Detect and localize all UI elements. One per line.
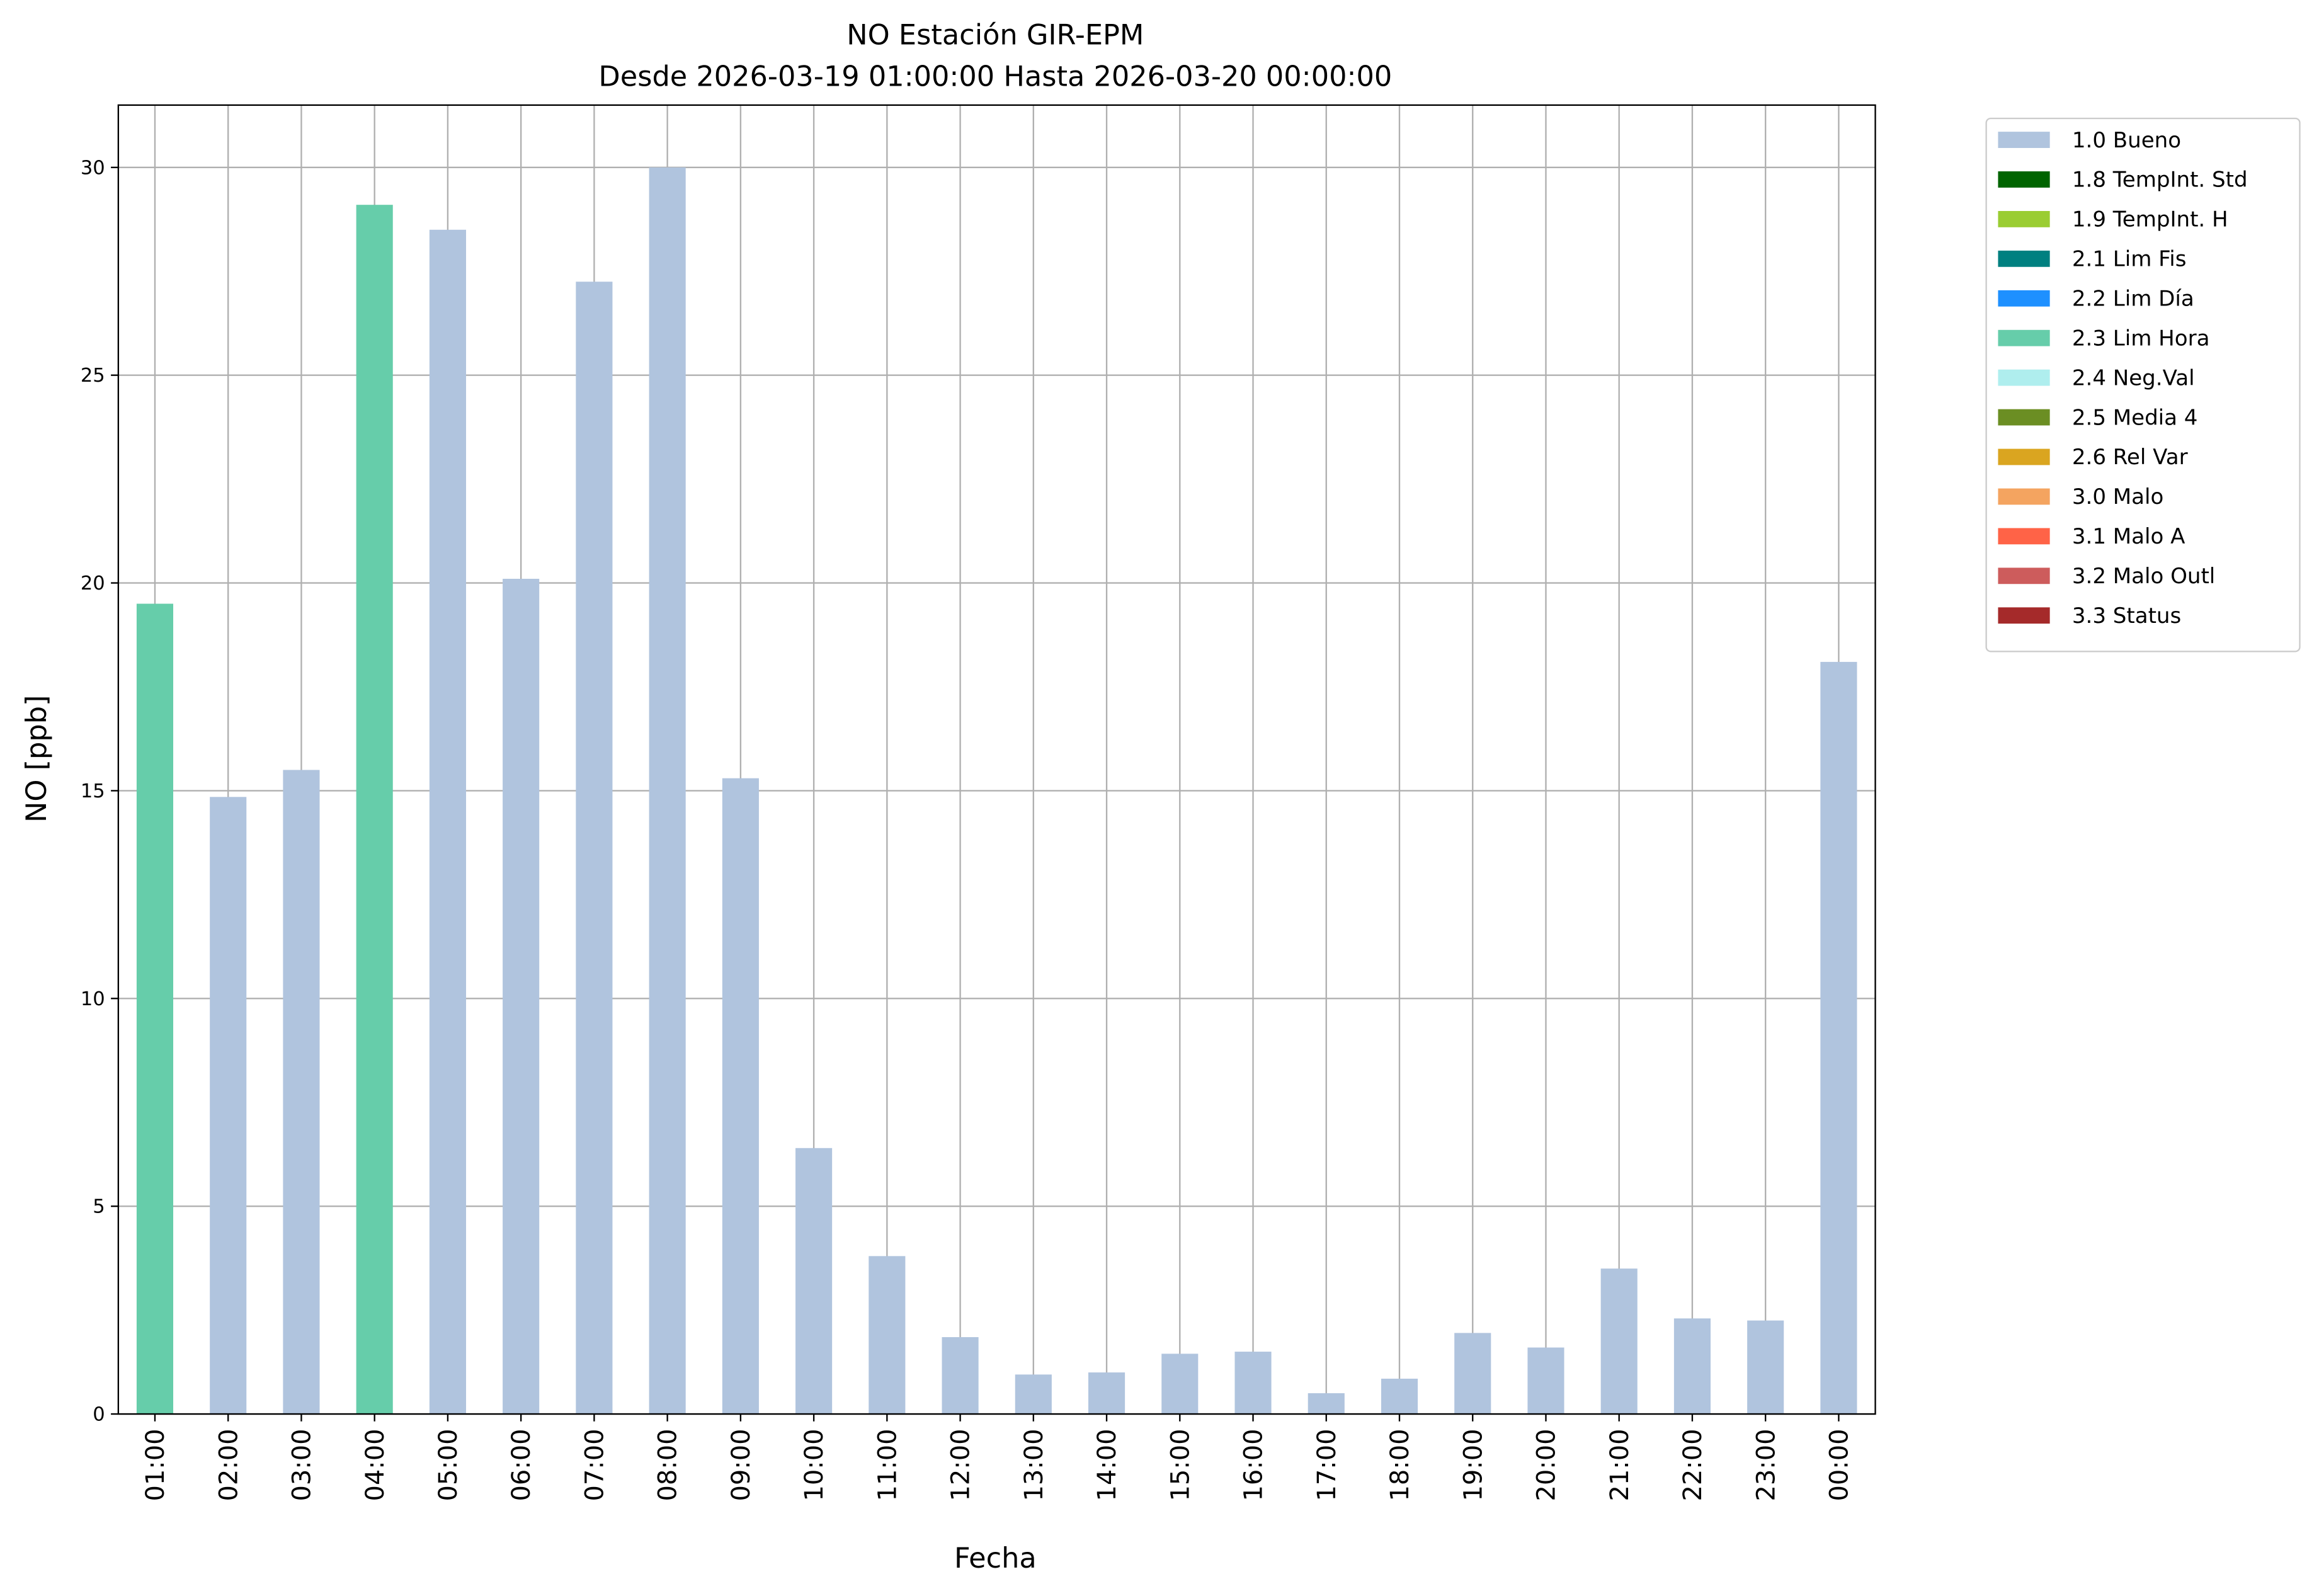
x-tick-label: 14:00 <box>1093 1429 1122 1502</box>
legend-label: 1.0 Bueno <box>2072 128 2181 153</box>
x-tick-label: 10:00 <box>800 1429 829 1502</box>
x-tick-label: 18:00 <box>1386 1429 1415 1502</box>
x-tick-label: 00:00 <box>1825 1429 1854 1502</box>
bar <box>1820 661 1857 1415</box>
legend-box <box>1985 117 2301 653</box>
x-tick-label: 05:00 <box>434 1429 463 1502</box>
bar <box>1015 1374 1052 1415</box>
legend-swatch <box>1998 369 2050 386</box>
bar <box>869 1256 906 1415</box>
legend-swatch <box>1998 329 2050 346</box>
x-tick-label: 03:00 <box>288 1429 317 1502</box>
x-tick-label: 16:00 <box>1239 1429 1268 1502</box>
y-tick-label: 30 <box>81 157 105 179</box>
x-tick-label: 15:00 <box>1166 1429 1195 1502</box>
x-axis-label: Fecha <box>954 1542 1037 1575</box>
x-tick-label: 17:00 <box>1313 1429 1342 1502</box>
x-tick-label: 23:00 <box>1752 1429 1781 1502</box>
y-tick-label: 5 <box>93 1196 105 1218</box>
x-tick-label: 11:00 <box>873 1429 902 1502</box>
bar <box>1381 1378 1418 1415</box>
y-tick-label: 15 <box>81 780 105 802</box>
bar <box>1088 1372 1125 1415</box>
bar <box>210 797 247 1415</box>
bar <box>136 603 174 1415</box>
x-tick-label: 21:00 <box>1605 1429 1634 1502</box>
legend-swatch <box>1998 488 2050 505</box>
legend-swatch <box>1998 448 2050 465</box>
bar <box>1308 1393 1345 1415</box>
bar <box>283 770 320 1415</box>
bar <box>1234 1352 1272 1415</box>
legend-label: 2.2 Lim Día <box>2072 287 2194 312</box>
legend-swatch <box>1998 132 2050 148</box>
plot-frame <box>117 104 1876 1415</box>
bar <box>1454 1333 1491 1415</box>
legend-swatch <box>1998 409 2050 426</box>
legend-swatch <box>1998 250 2050 267</box>
x-tick-label: 02:00 <box>214 1429 243 1502</box>
chart-subtitle: Desde 2026-03-19 01:00:00 Hasta 2026-03-… <box>598 60 1392 93</box>
legend-label: 2.3 Lim Hora <box>2072 326 2210 351</box>
bar <box>1600 1268 1638 1415</box>
bar <box>1747 1320 1784 1415</box>
bar <box>649 167 686 1415</box>
legend-swatch <box>1998 528 2050 545</box>
legend-swatch <box>1998 290 2050 307</box>
legend-label: 3.3 Status <box>2072 603 2181 629</box>
chart-title: NO Estación GIR-EPM <box>846 19 1144 52</box>
legend-label: 3.0 Malo <box>2072 484 2163 510</box>
x-tick-label: 09:00 <box>727 1429 756 1502</box>
y-tick-label: 20 <box>81 573 105 595</box>
bar <box>503 578 540 1415</box>
legend-swatch <box>1998 210 2050 227</box>
y-tick-label: 0 <box>93 1404 105 1426</box>
y-tick-label: 10 <box>81 988 105 1010</box>
legend-label: 3.1 Malo A <box>2072 524 2185 549</box>
x-tick-label: 13:00 <box>1020 1429 1049 1502</box>
x-tick-label: 04:00 <box>361 1429 390 1502</box>
bar <box>576 282 613 1415</box>
legend-label: 2.1 Lim Fis <box>2072 247 2187 272</box>
bar <box>1673 1318 1711 1415</box>
x-tick-label: 06:00 <box>507 1429 536 1502</box>
x-tick-label: 01:00 <box>141 1429 170 1502</box>
legend-swatch <box>1998 607 2050 624</box>
x-tick-label: 22:00 <box>1678 1429 1707 1502</box>
bar <box>429 229 466 1415</box>
legend-label: 2.6 Rel Var <box>2072 445 2188 470</box>
legend-label: 2.4 Neg.Val <box>2072 365 2195 390</box>
legend-swatch <box>1998 567 2050 584</box>
bar <box>1161 1354 1199 1415</box>
y-tick-label: 25 <box>81 365 105 387</box>
x-tick-label: 12:00 <box>947 1429 976 1502</box>
legend-label: 2.5 Media 4 <box>2072 405 2198 430</box>
bar <box>356 205 393 1415</box>
x-tick-label: 07:00 <box>580 1429 609 1502</box>
legend-label: 3.2 Malo Outl <box>2072 564 2215 589</box>
legend-swatch <box>1998 171 2050 188</box>
y-axis-label: NO [ppb] <box>20 695 53 823</box>
x-tick-label: 08:00 <box>654 1429 683 1502</box>
x-tick-label: 19:00 <box>1459 1429 1488 1502</box>
legend-label: 1.9 TempInt. H <box>2072 207 2228 232</box>
x-tick-label: 20:00 <box>1532 1429 1561 1502</box>
bar <box>1527 1347 1564 1415</box>
bar <box>942 1337 979 1415</box>
bar <box>795 1148 833 1415</box>
bar <box>722 778 759 1415</box>
legend-label: 1.8 TempInt. Std <box>2072 168 2248 193</box>
